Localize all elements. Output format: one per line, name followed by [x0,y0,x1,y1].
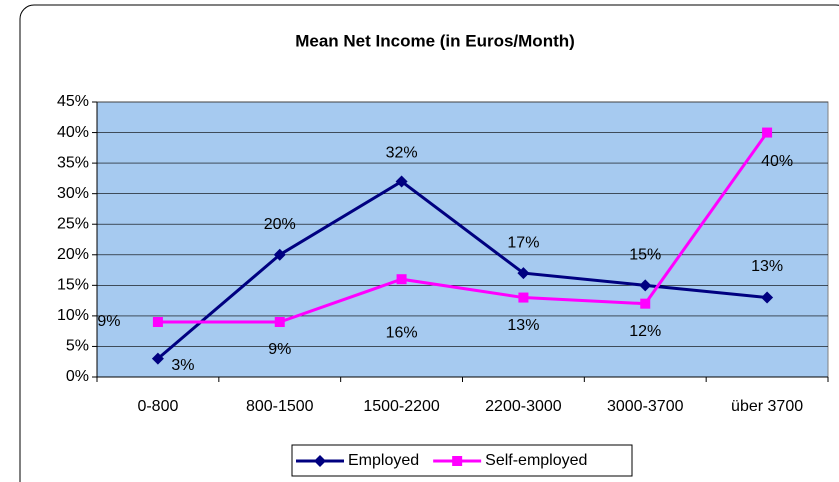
legend-label: Employed [348,452,419,469]
data-point [152,317,163,327]
x-tick-label: 3000-3700 [607,398,684,415]
y-tick-label: 5% [66,338,89,355]
x-tick-label: über 3700 [731,398,803,415]
data-label: 40% [761,153,793,170]
series-line [156,179,768,360]
data-label: 15% [629,247,661,264]
data-label: 13% [507,317,539,334]
data-label: 16% [386,324,418,341]
data-label: 20% [264,216,296,233]
data-point [273,248,286,261]
y-tick-label: 15% [57,277,89,294]
x-tick-label: 0-800 [137,398,178,415]
x-tick-label: 2200-3000 [485,398,562,415]
data-label: 9% [97,313,120,330]
data-point [518,292,529,303]
data-label: 3% [171,357,194,374]
data-label: 17% [507,234,539,251]
chart-title: Mean Net Income (in Euros/Month) [295,31,575,50]
data-point [395,175,408,188]
plot-area [96,101,829,378]
data-label: 12% [629,323,661,340]
y-tick-label: 10% [57,307,89,324]
series-line [157,131,769,324]
data-point [151,352,164,365]
data-label: 9% [268,341,291,358]
y-tick-label: 30% [57,185,89,202]
y-tick-label: 35% [57,154,89,171]
data-point [517,267,530,280]
data-point [639,279,652,292]
data-label: 13% [751,258,783,275]
data-point [640,298,651,309]
data-point [761,291,774,304]
y-tick-label: 0% [66,368,89,385]
legend-label: Self-employed [485,452,587,469]
data-point [762,127,773,138]
y-tick-label: 45% [57,93,89,110]
legend-marker [314,455,326,467]
data-point [396,274,407,285]
y-tick-label: 20% [57,246,89,263]
y-tick-label: 25% [57,215,89,232]
legend-marker [452,456,463,466]
x-tick-label: 1500-2200 [363,398,440,415]
x-tick-label: 800-1500 [246,398,314,415]
data-label: 32% [386,145,418,162]
data-point [274,317,285,327]
y-tick-label: 40% [57,124,89,141]
